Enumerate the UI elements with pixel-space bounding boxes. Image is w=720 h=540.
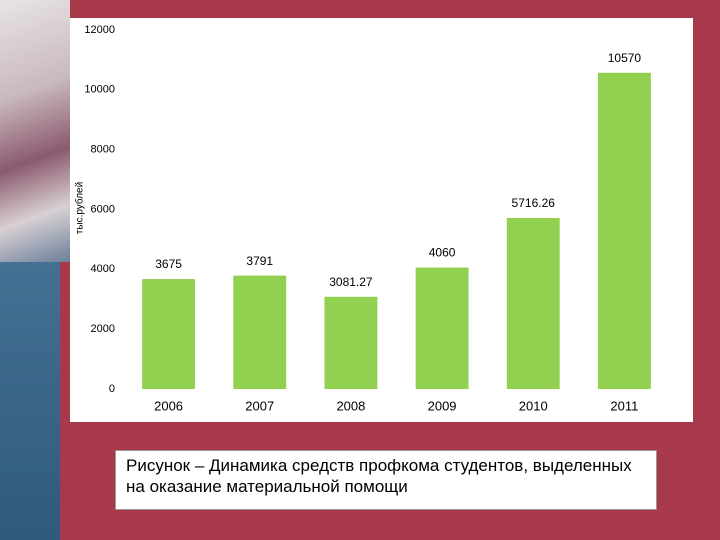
bar: [142, 279, 196, 389]
chart: тыс.рублей 0 2000 4000 6000 8000 10000 12000 20…: [70, 18, 693, 422]
y-tick-label: 6000: [91, 203, 115, 215]
data-label: 4060: [429, 246, 456, 260]
data-label: 3675: [155, 257, 182, 271]
x-tick-label: 2008: [336, 398, 365, 413]
y-axis-label: тыс.рублей: [74, 182, 86, 234]
x-tick-label: 2011: [610, 398, 638, 413]
y-tick-label: 10000: [84, 84, 115, 96]
y-tick-label: 8000: [91, 144, 115, 156]
y-tick-label: 2000: [91, 323, 115, 335]
data-label: 3081.27: [329, 275, 373, 289]
data-label: 5716.26: [512, 196, 556, 210]
x-tick-label: 2010: [519, 398, 548, 413]
bar: [233, 275, 287, 389]
caption: Рисунок – Динамика средств профкома студ…: [115, 450, 657, 510]
data-label: 3791: [246, 254, 273, 268]
bar: [597, 72, 651, 390]
x-tick-label: 2009: [428, 398, 457, 413]
bar: [415, 267, 469, 389]
y-tick-label: 12000: [84, 24, 115, 36]
y-tick-label: 0: [109, 383, 115, 395]
y-tick-label: 4000: [91, 263, 115, 275]
x-tick-label: 2006: [154, 398, 183, 413]
photo: [0, 0, 70, 262]
x-tick-label: 2007: [245, 398, 274, 413]
data-label: 10570: [608, 51, 642, 65]
bar: [506, 217, 560, 389]
bar: [324, 296, 378, 389]
